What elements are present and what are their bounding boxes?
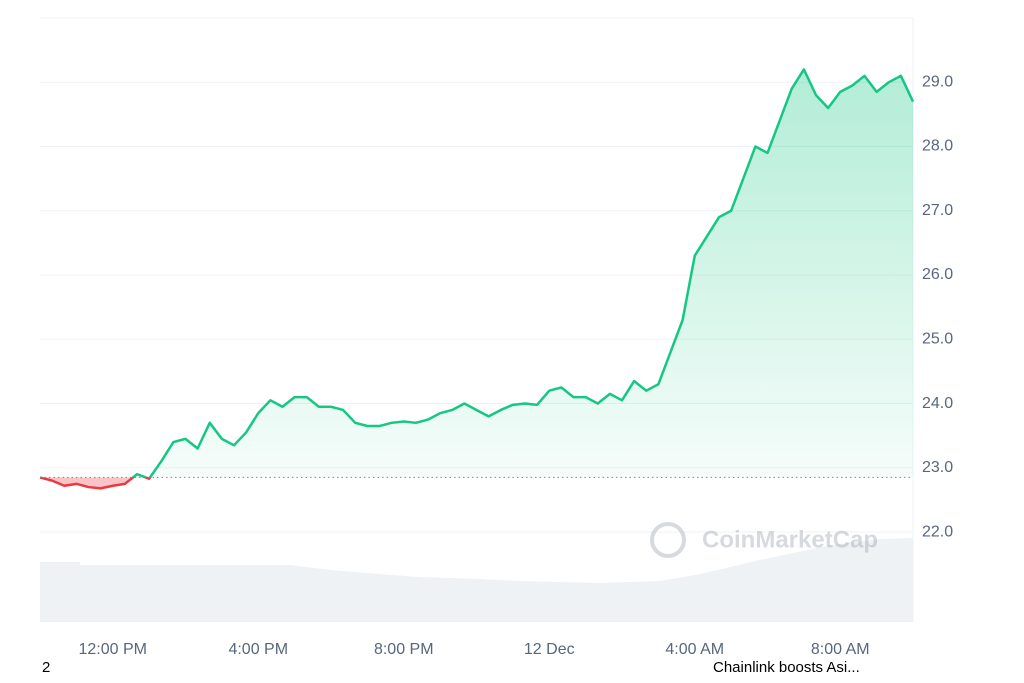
price-line	[39, 68, 915, 490]
volume-area	[40, 538, 913, 622]
watermark-text: CoinMarketCap	[702, 526, 878, 553]
x-tick-label: 12:00 PM	[79, 641, 147, 658]
y-tick-label: 23.0	[922, 459, 953, 476]
area	[40, 69, 913, 489]
y-tick-label: 28.0	[922, 138, 953, 155]
watermark-logo	[650, 522, 686, 558]
x-tick-label: 4:00 PM	[228, 641, 288, 658]
news-headline: Chainlink boosts Asi...	[713, 659, 860, 676]
y-tick-label: 27.0	[922, 202, 953, 219]
x-tick-label: 8:00 PM	[374, 641, 434, 658]
watermark: CoinMarketCap	[650, 522, 878, 558]
y-tick-label: 26.0	[922, 266, 953, 283]
x-tick-label: 12 Dec	[524, 641, 575, 658]
y-tick-label: 22.0	[922, 523, 953, 540]
x-tick-label: 4:00 AM	[665, 641, 724, 658]
y-tick-label: 25.0	[922, 330, 953, 347]
page-number: 2	[42, 659, 50, 676]
y-tick-label: 29.0	[922, 73, 953, 90]
x-tick-label: 8:00 AM	[811, 641, 870, 658]
y-tick-label: 24.0	[922, 395, 953, 412]
